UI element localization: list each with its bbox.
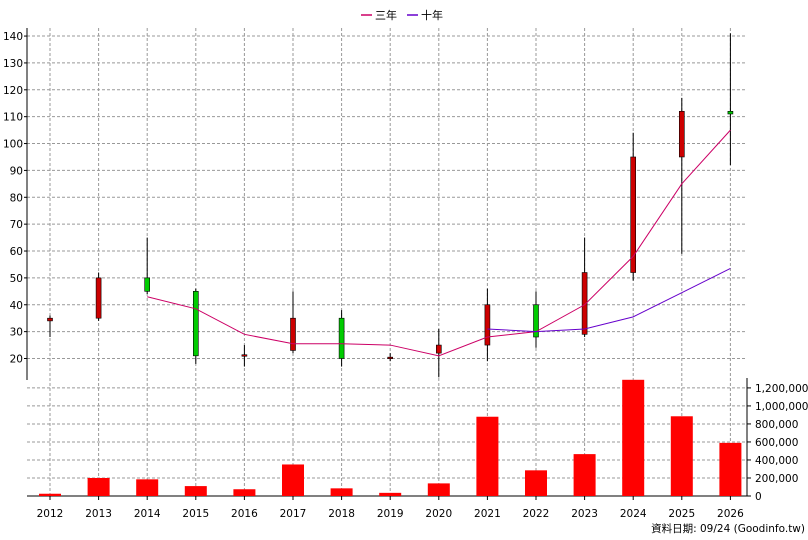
candle-body bbox=[387, 356, 394, 359]
price-tick-label: 100 bbox=[3, 139, 23, 151]
volume-bar bbox=[136, 479, 159, 496]
source-note: 資料日期: 09/24 (Goodinfo.tw) bbox=[651, 522, 805, 535]
candle-body bbox=[241, 354, 248, 357]
average-line-three-year bbox=[147, 129, 731, 357]
average-line-ten-year bbox=[487, 268, 731, 333]
candle-body bbox=[581, 272, 588, 335]
price-tick-label: 110 bbox=[3, 112, 23, 124]
volume-bar bbox=[184, 486, 207, 496]
x-tick-label: 2020 bbox=[425, 508, 452, 520]
x-tick-label: 2019 bbox=[377, 508, 404, 520]
volume-tick-label: 400,000 bbox=[755, 455, 798, 467]
candle-body bbox=[533, 304, 539, 338]
tick-labels: 20 30 40 50 60 70 80 90 100 110 120 130 140 0 200,000 4… bbox=[3, 31, 808, 520]
candle-body bbox=[484, 304, 491, 346]
volume-bar bbox=[330, 488, 353, 496]
volume-tick-label: 1,200,000 bbox=[755, 383, 808, 395]
candle-body bbox=[144, 277, 150, 292]
legend-label-ten-year: 十年 bbox=[421, 8, 443, 22]
price-tick-label: 70 bbox=[10, 219, 23, 231]
volume-bar bbox=[87, 477, 110, 496]
price-tick-label: 90 bbox=[10, 165, 23, 177]
volume-bar bbox=[670, 416, 693, 496]
volume-tick-label: 800,000 bbox=[755, 419, 798, 431]
x-tick-label: 2026 bbox=[717, 508, 744, 520]
candle-body bbox=[727, 110, 734, 115]
price-tick-label: 20 bbox=[10, 354, 23, 366]
candle-body bbox=[95, 277, 102, 319]
legend: 三年 十年 bbox=[361, 8, 443, 22]
x-tick-label: 2021 bbox=[474, 508, 501, 520]
price-tick-label: 120 bbox=[3, 85, 23, 97]
x-tick-label: 2015 bbox=[182, 508, 209, 520]
volume-bar bbox=[525, 470, 547, 496]
candle-body bbox=[678, 110, 685, 158]
price-tick-label: 60 bbox=[10, 246, 23, 258]
x-tick-label: 2018 bbox=[328, 508, 355, 520]
volume-tick-label: 0 bbox=[755, 491, 762, 503]
volume-bar bbox=[427, 483, 450, 496]
x-tick-label: 2013 bbox=[85, 508, 112, 520]
volume-bar bbox=[233, 489, 256, 496]
x-tick-label: 2016 bbox=[231, 508, 258, 520]
candle-body bbox=[338, 317, 345, 359]
x-tick-label: 2017 bbox=[280, 508, 307, 520]
volume-bar bbox=[379, 492, 402, 496]
average-lines bbox=[147, 129, 731, 357]
x-tick-label: 2025 bbox=[668, 508, 695, 520]
volume-bar bbox=[573, 454, 596, 496]
volume-tick-label: 1,000,000 bbox=[755, 401, 808, 413]
candle-body bbox=[630, 156, 637, 273]
legend-label-three-year: 三年 bbox=[375, 8, 397, 22]
volume-tick-label: 600,000 bbox=[755, 437, 798, 449]
volume-bar bbox=[622, 379, 645, 496]
volume-bar bbox=[719, 442, 742, 496]
price-tick-label: 80 bbox=[10, 192, 23, 204]
volume-bars bbox=[39, 379, 742, 496]
x-tick-label: 2012 bbox=[37, 508, 64, 520]
price-tick-label: 40 bbox=[10, 300, 23, 312]
x-tick-label: 2024 bbox=[620, 508, 647, 520]
x-tick-label: 2014 bbox=[134, 508, 161, 520]
volume-tick-label: 200,000 bbox=[755, 473, 798, 485]
candles bbox=[47, 33, 734, 378]
x-tick-label: 2023 bbox=[571, 508, 598, 520]
candle-body bbox=[435, 344, 442, 354]
volume-bar bbox=[476, 416, 499, 496]
candle-body bbox=[290, 317, 296, 351]
candle-body bbox=[47, 317, 53, 322]
price-tick-label: 30 bbox=[10, 327, 23, 339]
price-tick-label: 50 bbox=[10, 273, 23, 285]
volume-bar bbox=[282, 464, 304, 496]
volume-bar bbox=[39, 493, 61, 496]
price-tick-label: 140 bbox=[3, 31, 23, 43]
price-tick-label: 130 bbox=[3, 58, 23, 70]
x-tick-label: 2022 bbox=[523, 508, 550, 520]
candle-body bbox=[193, 291, 199, 357]
